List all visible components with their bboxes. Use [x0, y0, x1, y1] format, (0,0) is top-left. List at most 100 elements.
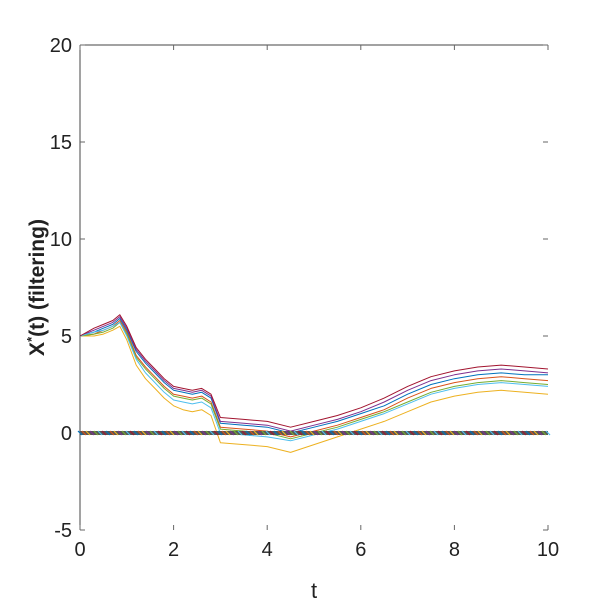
- baseline-marker: [437, 430, 443, 436]
- baseline-marker: [217, 430, 223, 436]
- baseline-marker: [153, 430, 159, 436]
- y-tick-label: 10: [50, 229, 72, 251]
- baseline-marker: [213, 430, 219, 436]
- baseline-marker: [441, 430, 447, 436]
- axes: [79, 44, 548, 530]
- x-tick-label: 2: [168, 539, 179, 561]
- baseline-marker: [529, 430, 535, 436]
- series-group: [79, 314, 549, 453]
- baseline-marker: [205, 430, 211, 436]
- baseline-marker: [345, 430, 351, 436]
- baseline-marker: [253, 430, 259, 436]
- baseline-marker: [173, 430, 179, 436]
- baseline-marker: [489, 430, 495, 436]
- baseline-marker: [125, 430, 131, 436]
- baseline-marker: [389, 430, 395, 436]
- baseline-marker: [109, 430, 115, 436]
- baseline-marker: [521, 430, 527, 436]
- baseline-marker: [393, 430, 399, 436]
- baseline-marker: [421, 430, 427, 436]
- baseline-marker: [209, 430, 215, 436]
- baseline-marker: [429, 430, 435, 436]
- baseline-marker: [133, 430, 139, 436]
- baseline-marker: [105, 430, 111, 436]
- baseline-marker: [157, 430, 163, 436]
- baseline-marker: [357, 430, 363, 436]
- baseline-marker: [469, 430, 475, 436]
- baseline-marker: [505, 430, 511, 436]
- baseline-marker: [161, 430, 167, 436]
- baseline-marker: [349, 430, 355, 436]
- baseline-marker: [325, 430, 331, 436]
- baseline-marker: [341, 430, 347, 436]
- baseline-marker: [277, 430, 283, 436]
- baseline-marker: [269, 430, 275, 436]
- series-line-7: [79, 314, 549, 428]
- baseline-marker: [245, 430, 251, 436]
- baseline-marker: [513, 430, 519, 436]
- baseline-marker: [533, 430, 539, 436]
- baseline-marker: [97, 430, 103, 436]
- series-line-6: [79, 321, 549, 442]
- baseline-marker: [337, 430, 343, 436]
- baseline-marker: [193, 430, 199, 436]
- baseline-marker: [525, 430, 531, 436]
- baseline-marker: [377, 430, 383, 436]
- baseline-marker: [361, 430, 367, 436]
- x-tick-label: 8: [449, 539, 460, 561]
- baseline-marker: [81, 430, 87, 436]
- baseline-markers: [77, 430, 551, 436]
- baseline-marker: [185, 430, 191, 436]
- baseline-marker: [321, 430, 327, 436]
- baseline-marker: [181, 430, 187, 436]
- baseline-marker: [257, 430, 263, 436]
- baseline-marker: [285, 430, 291, 436]
- baseline-marker: [89, 430, 95, 436]
- baseline-marker: [77, 430, 83, 436]
- x-axis-label: t: [311, 578, 317, 603]
- baseline-marker: [141, 430, 147, 436]
- baseline-marker: [457, 430, 463, 436]
- baseline-marker: [113, 430, 119, 436]
- series-line-3: [80, 325, 549, 453]
- baseline-marker: [221, 430, 227, 436]
- y-axis-label-rest: (t) (filtering): [26, 219, 49, 337]
- series-line-1: [79, 318, 548, 434]
- baseline-marker: [233, 430, 239, 436]
- baseline-marker: [293, 430, 299, 436]
- baseline-marker: [137, 430, 143, 436]
- baseline-marker: [317, 430, 323, 436]
- baseline-marker: [509, 430, 515, 436]
- baseline-marker: [249, 430, 255, 436]
- baseline-marker: [385, 430, 391, 436]
- baseline-marker: [477, 430, 483, 436]
- x-tick-label: 4: [262, 539, 273, 561]
- baseline-marker: [329, 430, 335, 436]
- series-line-2: [79, 320, 549, 438]
- baseline-marker: [365, 430, 371, 436]
- baseline-marker: [425, 430, 431, 436]
- baseline-marker: [501, 430, 507, 436]
- baseline-marker: [313, 430, 319, 436]
- baseline-marker: [93, 430, 99, 436]
- baseline-marker: [149, 430, 155, 436]
- baseline-marker: [85, 430, 91, 436]
- baseline-marker: [413, 430, 419, 436]
- baseline-marker: [433, 430, 439, 436]
- baseline-marker: [353, 430, 359, 436]
- baseline-marker: [405, 430, 411, 436]
- y-tick-label: 0: [61, 423, 72, 445]
- baseline-marker: [537, 430, 543, 436]
- series-line-4: [79, 316, 549, 432]
- baseline-marker: [453, 430, 459, 436]
- x-tick-label: 10: [537, 539, 559, 561]
- baseline-marker: [177, 430, 183, 436]
- y-axis-label: X*(t) (filtering): [24, 219, 49, 356]
- baseline-marker: [145, 430, 151, 436]
- baseline-marker: [445, 430, 451, 436]
- baseline-marker: [201, 430, 207, 436]
- baseline-marker: [305, 430, 311, 436]
- baseline-marker: [261, 430, 267, 436]
